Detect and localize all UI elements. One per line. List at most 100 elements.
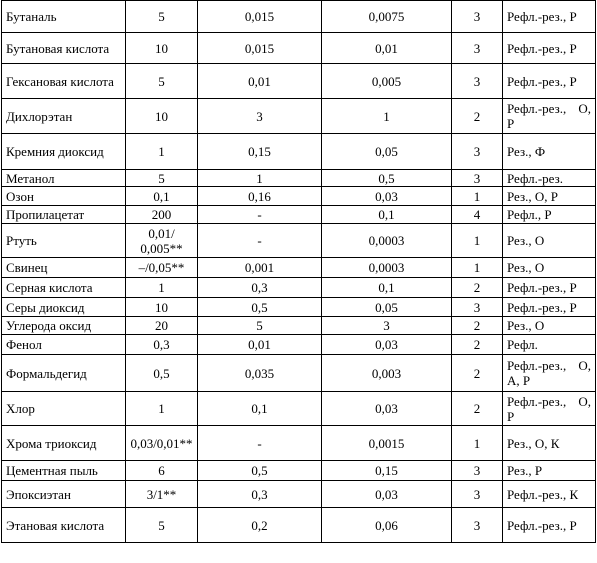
value-cell-1: 3/1** <box>125 480 198 508</box>
substance-name-cell: Дихлорэтан <box>1 98 126 134</box>
effect-cell: Рефл., Р <box>502 205 596 224</box>
table-row: Озон 0,1 0,16 0,03 1 Рез., О, Р <box>1 186 596 206</box>
table-row: Цементная пыль 6 0,5 0,15 3 Рез., Р <box>1 460 596 481</box>
table-row: Гексановая кислота 5 0,01 0,005 3 Рефл.-рез.,… <box>1 63 596 99</box>
table-row: Бутановая кислота 10 0,015 0,01 3 Рефл.-рез.,… <box>1 32 596 64</box>
value-cell-3: 0,5 <box>321 169 452 187</box>
substance-name-cell: Пропилацетат <box>1 205 126 224</box>
table-row: Серы диоксид 10 0,5 0,05 3 Рефл.-рез., Р <box>1 297 596 317</box>
value-cell-3: 0,01 <box>321 32 452 64</box>
value-cell-3: 0,1 <box>321 205 452 224</box>
value-cell-2: 3 <box>197 98 322 134</box>
value-cell-1: 10 <box>125 98 198 134</box>
value-cell-2: 0,001 <box>197 257 322 278</box>
hazard-class-cell: 2 <box>451 316 503 335</box>
substance-name-cell: Кремния диоксид <box>1 133 126 170</box>
value-cell-2: - <box>197 223 322 258</box>
substance-name-cell: Фенол <box>1 334 126 355</box>
substance-name-cell: Свинец <box>1 257 126 278</box>
table-row: Серная кислота 1 0,3 0,1 2 Рефл.-рез., Р <box>1 277 596 298</box>
effect-cell: Рефл.-рез., Р <box>502 277 596 298</box>
value-cell-3: 0,0003 <box>321 257 452 278</box>
hazard-class-cell: 3 <box>451 169 503 187</box>
substances-table: Бутаналь 5 0,015 0,0075 3 Рефл.-рез., Р Бутано… <box>1 0 596 543</box>
value-cell-1: 10 <box>125 297 198 317</box>
value-cell-2: - <box>197 425 322 461</box>
effect-cell: Рез., О, Р <box>502 186 596 206</box>
value-cell-2: 0,15 <box>197 133 322 170</box>
table-row: Фенол 0,3 0,01 0,03 2 Рефл. <box>1 334 596 355</box>
hazard-class-cell: 3 <box>451 133 503 170</box>
value-cell-2: 0,01 <box>197 334 322 355</box>
effect-cell: Рез., О <box>502 316 596 335</box>
substance-name-cell: Хлор <box>1 391 126 426</box>
value-cell-1: 0,3 <box>125 334 198 355</box>
effect-cell: Рефл.-рез., О, А, Р <box>502 354 596 392</box>
table-row: Хрома триоксид 0,03/0,01** -0,0015 1 Рез., О… <box>1 425 596 461</box>
table-row: Кремния диоксид 1 0,15 0,05 3 Рез., Ф <box>1 133 596 170</box>
value-cell-3: 0,03 <box>321 334 452 355</box>
value-cell-1: 0,01/ 0,005** <box>125 223 198 258</box>
value-cell-3: 0,05 <box>321 297 452 317</box>
hazard-class-cell: 1 <box>451 223 503 258</box>
hazard-class-cell: 1 <box>451 257 503 278</box>
value-cell-3: 0,005 <box>321 63 452 99</box>
effect-cell: Рефл.-рез., Р <box>502 0 596 33</box>
value-cell-3: 0,06 <box>321 507 452 543</box>
table-row: Пропилацетат 200-0,1 4 Рефл., Р <box>1 205 596 224</box>
value-cell-1: 5 <box>125 63 198 99</box>
table-row: Формальдегид 0,5 0,035 0,003 2 Рефл.-рез., О,… <box>1 354 596 392</box>
table-row: Свинец –/0,05** 0,001 0,0003 1 Рез., О <box>1 257 596 278</box>
substance-name-cell: Формальдегид <box>1 354 126 392</box>
value-cell-3: 1 <box>321 98 452 134</box>
value-cell-2: 0,16 <box>197 186 322 206</box>
substance-name-cell: Бутаналь <box>1 0 126 33</box>
substance-name-cell: Метанол <box>1 169 126 187</box>
substance-name-cell: Хрома триоксид <box>1 425 126 461</box>
hazard-class-cell: 2 <box>451 98 503 134</box>
value-cell-2: 0,015 <box>197 0 322 33</box>
value-cell-1: 6 <box>125 460 198 481</box>
hazard-class-cell: 3 <box>451 507 503 543</box>
hazard-class-cell: 1 <box>451 186 503 206</box>
substance-name-cell: Углерода оксид <box>1 316 126 335</box>
value-cell-3: 0,0075 <box>321 0 452 33</box>
substance-name-cell: Озон <box>1 186 126 206</box>
effect-cell: Рез., Ф <box>502 133 596 170</box>
value-cell-2: 0,035 <box>197 354 322 392</box>
effect-cell: Рефл. <box>502 334 596 355</box>
value-cell-2: - <box>197 205 322 224</box>
hazard-class-cell: 2 <box>451 391 503 426</box>
substance-name-cell: Цементная пыль <box>1 460 126 481</box>
table-row: Этановая кислота 5 0,2 0,06 3 Рефл.-рез., Р <box>1 507 596 543</box>
value-cell-1: 0,1 <box>125 186 198 206</box>
value-cell-1: 0,03/0,01** <box>125 425 198 461</box>
value-cell-3: 0,003 <box>321 354 452 392</box>
value-cell-3: 3 <box>321 316 452 335</box>
substance-name-cell: Эпоксиэтан <box>1 480 126 508</box>
hazard-class-cell: 4 <box>451 205 503 224</box>
value-cell-3: 0,03 <box>321 391 452 426</box>
hazard-class-cell: 3 <box>451 32 503 64</box>
hazard-class-cell: 3 <box>451 297 503 317</box>
effect-cell: Рефл.-рез. <box>502 169 596 187</box>
value-cell-1: 20 <box>125 316 198 335</box>
value-cell-2: 0,2 <box>197 507 322 543</box>
effect-cell: Рез., О, К <box>502 425 596 461</box>
value-cell-1: 1 <box>125 277 198 298</box>
hazard-class-cell: 2 <box>451 334 503 355</box>
table-row: Дихлорэтан 10 3 1 2 Рефл.-рез., О, Р <box>1 98 596 134</box>
effect-cell: Рефл.-рез., К <box>502 480 596 508</box>
effect-cell: Рефл.-рез., Р <box>502 63 596 99</box>
value-cell-3: 0,15 <box>321 460 452 481</box>
table-row: Эпоксиэтан 3/1** 0,3 0,03 3 Рефл.-рез., К <box>1 480 596 508</box>
value-cell-2: 5 <box>197 316 322 335</box>
value-cell-3: 0,0003 <box>321 223 452 258</box>
hazard-class-cell: 2 <box>451 277 503 298</box>
hazard-class-cell: 1 <box>451 425 503 461</box>
value-cell-1: 10 <box>125 32 198 64</box>
value-cell-1: 1 <box>125 391 198 426</box>
hazard-class-cell: 3 <box>451 480 503 508</box>
substance-name-cell: Серы диоксид <box>1 297 126 317</box>
effect-cell: Рефл.-рез., О, Р <box>502 391 596 426</box>
